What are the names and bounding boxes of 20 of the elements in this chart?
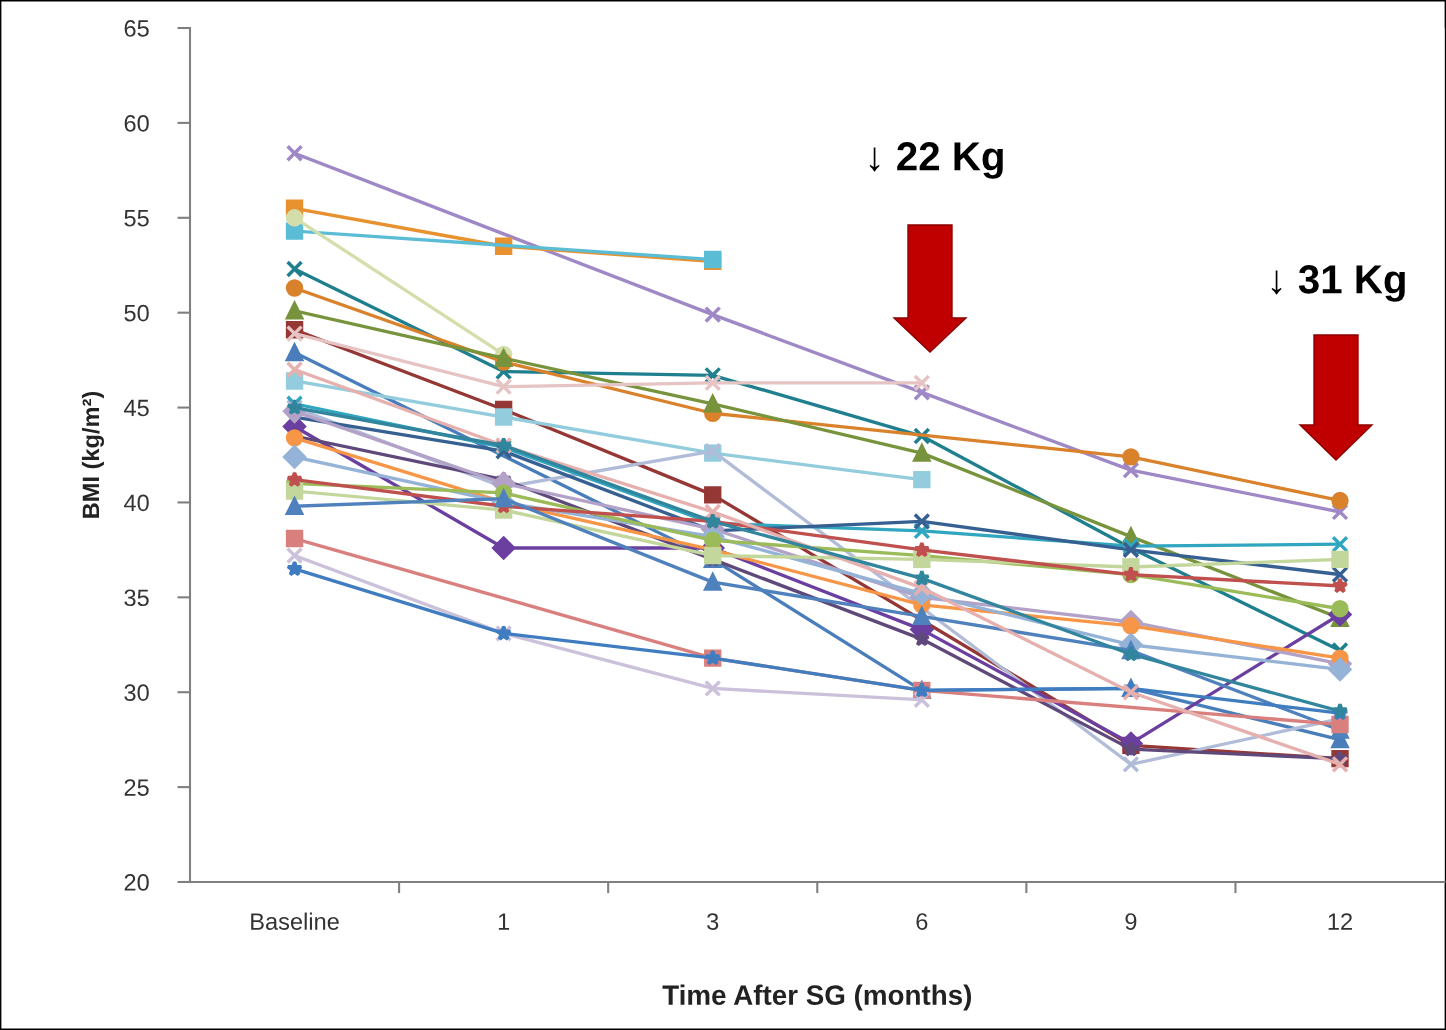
y-tick-label: 35 (124, 589, 149, 607)
y-tick-label: 45 (124, 399, 149, 417)
y-tick-label: 65 (124, 20, 149, 37)
x-tick-label: 1 (498, 913, 510, 930)
annotation: ↓ 22 Kg (869, 142, 1003, 179)
y-axis-title: BMI (kg/m²) (81, 391, 105, 518)
x-axis-title: Time After SG (months) (662, 984, 972, 1011)
x-tick-label: 3 (707, 913, 719, 930)
y-tick-label: 20 (124, 874, 149, 891)
x-tick-label: Baseline (251, 912, 339, 930)
y-tick-label: 25 (124, 779, 149, 796)
x-tick-label: 9 (1125, 913, 1137, 930)
y-tick-label: 60 (124, 114, 149, 132)
annotation: ↓ 31 Kg (1271, 265, 1405, 302)
y-tick-label: 50 (124, 304, 149, 322)
y-tick-label: 30 (124, 684, 149, 702)
y-tick-label: 40 (124, 494, 149, 512)
x-tick-label: 12 (1328, 913, 1352, 930)
y-tick-label: 55 (124, 210, 149, 227)
x-tick-label: 6 (916, 913, 928, 930)
